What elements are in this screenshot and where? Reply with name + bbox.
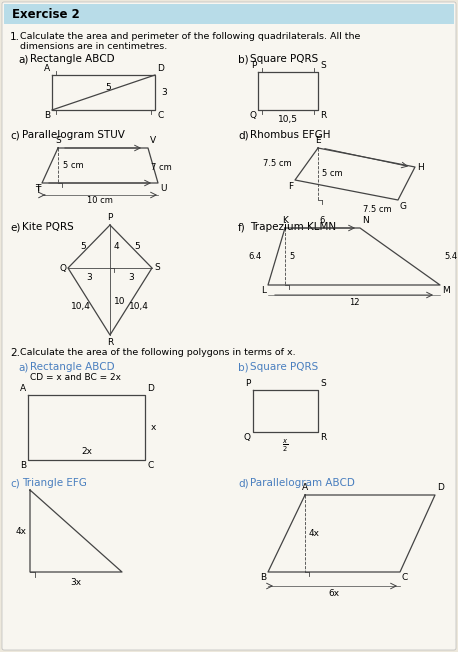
- Text: S: S: [320, 61, 326, 70]
- Text: A: A: [44, 64, 50, 73]
- Text: Rectangle ABCD: Rectangle ABCD: [30, 54, 114, 64]
- Text: Parallelogram ABCD: Parallelogram ABCD: [250, 478, 355, 488]
- Text: 4: 4: [114, 242, 120, 251]
- Text: 6: 6: [320, 216, 325, 225]
- Text: f): f): [238, 222, 246, 232]
- Text: B: B: [44, 111, 50, 120]
- Text: K: K: [282, 216, 288, 225]
- FancyBboxPatch shape: [4, 4, 454, 24]
- Text: D: D: [157, 64, 164, 73]
- Text: Q: Q: [249, 111, 256, 120]
- Text: C: C: [402, 573, 408, 582]
- Text: T: T: [35, 184, 40, 193]
- Text: 3: 3: [161, 88, 167, 97]
- Text: a): a): [18, 362, 28, 372]
- Text: 10,4: 10,4: [71, 302, 91, 311]
- Text: H: H: [417, 162, 424, 171]
- Text: R: R: [107, 338, 113, 347]
- Text: Trapezium KLMN: Trapezium KLMN: [250, 222, 336, 232]
- Text: 7.5 cm: 7.5 cm: [363, 205, 392, 214]
- Text: Calculate the area of the following polygons in terms of x.: Calculate the area of the following poly…: [20, 348, 295, 357]
- Text: P: P: [107, 213, 113, 222]
- Text: d): d): [238, 478, 249, 488]
- Text: 7.5 cm: 7.5 cm: [263, 160, 292, 168]
- Text: 5: 5: [80, 242, 86, 251]
- Text: 2.: 2.: [10, 348, 20, 358]
- Text: T: T: [35, 186, 40, 195]
- Text: S: S: [55, 136, 61, 145]
- Text: 6x: 6x: [328, 589, 339, 598]
- Text: L: L: [261, 286, 266, 295]
- Text: M: M: [442, 286, 450, 295]
- Text: CD = x and BC = 2x: CD = x and BC = 2x: [30, 373, 121, 382]
- Text: 6.4: 6.4: [249, 252, 262, 261]
- Text: 1.: 1.: [10, 32, 20, 42]
- Text: 5 cm: 5 cm: [63, 161, 84, 170]
- Text: Rhombus EFGH: Rhombus EFGH: [250, 130, 331, 140]
- Text: N: N: [362, 216, 369, 225]
- Text: Q: Q: [244, 433, 251, 442]
- Text: 5: 5: [289, 252, 294, 261]
- Text: D: D: [437, 483, 444, 492]
- Text: 10 cm: 10 cm: [87, 196, 113, 205]
- Text: Rectangle ABCD: Rectangle ABCD: [30, 362, 114, 372]
- Text: e): e): [10, 222, 20, 232]
- Text: 3: 3: [128, 273, 134, 282]
- Text: Calculate the area and perimeter of the following quadrilaterals. All the: Calculate the area and perimeter of the …: [20, 32, 360, 41]
- Text: Triangle EFG: Triangle EFG: [22, 478, 87, 488]
- Text: P: P: [251, 61, 256, 70]
- Text: 10,4: 10,4: [129, 302, 149, 311]
- Text: dimensions are in centimetres.: dimensions are in centimetres.: [20, 42, 167, 51]
- Text: 5: 5: [134, 242, 140, 251]
- Text: x: x: [151, 423, 156, 432]
- Text: 5: 5: [106, 83, 111, 92]
- Text: S: S: [154, 263, 160, 273]
- Text: 7 cm: 7 cm: [151, 163, 172, 172]
- Text: C: C: [157, 111, 163, 120]
- Text: Parallelogram STUV: Parallelogram STUV: [22, 130, 125, 140]
- Text: F: F: [288, 182, 293, 191]
- Text: R: R: [320, 433, 326, 442]
- Text: a): a): [18, 54, 28, 64]
- Text: c): c): [10, 478, 20, 488]
- Text: E: E: [315, 136, 321, 145]
- Text: 4x: 4x: [309, 529, 320, 538]
- Text: $\frac{x}{2}$: $\frac{x}{2}$: [282, 437, 289, 454]
- Text: c): c): [10, 130, 20, 140]
- Text: Square PQRS: Square PQRS: [250, 54, 318, 64]
- Text: A: A: [20, 384, 26, 393]
- Text: P: P: [245, 379, 251, 388]
- Text: Kite PQRS: Kite PQRS: [22, 222, 74, 232]
- Text: b): b): [238, 362, 249, 372]
- Text: 4x: 4x: [16, 527, 27, 535]
- Text: B: B: [20, 461, 26, 470]
- Text: 5 cm: 5 cm: [322, 170, 343, 179]
- Text: S: S: [320, 379, 326, 388]
- Text: 12: 12: [349, 298, 359, 307]
- Text: V: V: [150, 136, 156, 145]
- Text: Q: Q: [59, 263, 66, 273]
- Text: B: B: [260, 573, 266, 582]
- Text: b): b): [238, 54, 249, 64]
- Text: 10,5: 10,5: [278, 115, 298, 124]
- Text: G: G: [400, 202, 407, 211]
- Text: Exercise 2: Exercise 2: [12, 8, 80, 22]
- Text: 10: 10: [114, 297, 125, 306]
- Text: U: U: [160, 184, 167, 193]
- Text: 5.4: 5.4: [444, 252, 457, 261]
- Text: d): d): [238, 130, 249, 140]
- Text: 3x: 3x: [71, 578, 82, 587]
- Text: R: R: [320, 111, 326, 120]
- Text: D: D: [147, 384, 154, 393]
- Text: C: C: [147, 461, 153, 470]
- Text: 3: 3: [86, 273, 92, 282]
- Text: 2x: 2x: [81, 447, 92, 456]
- Text: Square PQRS: Square PQRS: [250, 362, 318, 372]
- Text: A: A: [302, 483, 308, 492]
